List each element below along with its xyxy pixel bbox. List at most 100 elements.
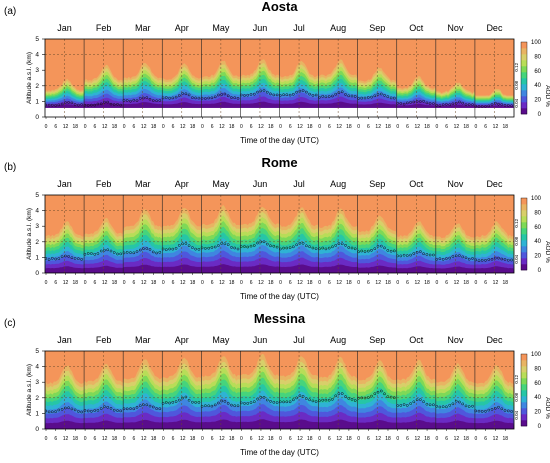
- alh-point: [344, 395, 347, 398]
- alh-point: [503, 409, 507, 412]
- alh-point: [334, 394, 338, 398]
- x-tick-label: 0: [240, 436, 243, 442]
- colorbar-tick-label: 0: [538, 268, 542, 274]
- alh-point: [389, 96, 393, 100]
- alh-point: [171, 96, 175, 100]
- alh-point: [285, 93, 289, 97]
- alh-point: [217, 401, 220, 405]
- alh-point: [386, 249, 390, 252]
- x-tick-label: 6: [289, 280, 292, 286]
- plot-frame: [44, 350, 515, 430]
- alh-point: [370, 95, 373, 99]
- x-tick-label: 6: [328, 280, 331, 286]
- alh-point: [480, 105, 484, 108]
- x-tick-label: 0: [84, 436, 87, 442]
- alh-point: [220, 399, 224, 403]
- x-tick-label: 12: [258, 124, 264, 130]
- alh-point: [256, 241, 259, 245]
- colorbar-cell: [521, 402, 527, 409]
- alh-point: [474, 409, 478, 413]
- alh-point: [256, 90, 259, 94]
- x-tick-label: 18: [502, 436, 508, 442]
- alh-point: [64, 406, 67, 410]
- alh-point: [487, 258, 491, 261]
- alh-point: [249, 244, 253, 248]
- x-tick-label: 6: [172, 436, 175, 442]
- colorbar-tick-label: 80: [534, 366, 541, 372]
- alh-point: [96, 252, 100, 255]
- alh-point: [327, 95, 331, 98]
- alh-point: [96, 408, 100, 412]
- x-tick-label: 6: [133, 436, 136, 442]
- x-tick-label: 0: [45, 436, 48, 442]
- x-tick-label: 0: [279, 280, 282, 286]
- alh-point: [155, 251, 158, 255]
- alh-point: [86, 409, 90, 413]
- colorbar-cell: [521, 390, 527, 397]
- alh-point: [135, 250, 139, 253]
- month-label: Feb: [96, 179, 112, 189]
- alh-point: [96, 102, 100, 106]
- y-tick-label: 5: [35, 36, 39, 43]
- x-tick-label: 12: [102, 436, 108, 442]
- x-tick-label: 0: [435, 124, 438, 130]
- x-axis-label: Time of the day (UTC): [240, 292, 319, 301]
- x-tick-label: 0: [123, 436, 126, 442]
- alh-point: [373, 247, 377, 251]
- x-tick-label: 12: [141, 124, 147, 130]
- alh-point: [435, 103, 438, 107]
- colorbar-cell: [521, 54, 527, 61]
- month-label: Jan: [57, 23, 72, 33]
- x-tick-label: 6: [445, 124, 448, 130]
- colorbar-cell: [521, 378, 527, 385]
- alh-point: [497, 102, 500, 106]
- plot-frame: [44, 38, 515, 118]
- x-tick-label: 18: [229, 124, 235, 130]
- alh-point: [93, 103, 97, 107]
- y-tick-label: 3: [35, 67, 39, 74]
- alh-point: [171, 400, 175, 404]
- alh-point: [269, 244, 272, 248]
- x-tick-label: 12: [63, 124, 69, 130]
- alh-point: [47, 103, 51, 107]
- y-tick-label: 5: [35, 192, 39, 199]
- colorbar-cell: [521, 360, 527, 367]
- alh-point: [67, 406, 70, 410]
- x-tick-label: 6: [367, 280, 370, 286]
- x-tick-label: 0: [435, 280, 438, 286]
- alh-point: [350, 94, 354, 98]
- alh-point: [230, 96, 233, 99]
- colorbar-tick-label: 20: [534, 410, 541, 416]
- alh-point: [402, 403, 406, 406]
- alh-point: [90, 252, 93, 255]
- alh-point: [490, 257, 494, 261]
- alh-point: [500, 407, 504, 411]
- alh-point: [422, 400, 425, 404]
- alh-point: [197, 96, 201, 100]
- colorbar-aod-tick: 0.04: [514, 410, 519, 419]
- alh-point: [233, 246, 237, 250]
- alh-point: [129, 99, 132, 103]
- alh-point: [347, 397, 351, 400]
- alh-point: [376, 390, 380, 394]
- x-tick-label: 12: [375, 436, 381, 442]
- x-tick-label: 18: [307, 436, 313, 442]
- alh-point: [184, 395, 188, 399]
- alh-point: [451, 255, 455, 258]
- colorbar-cell: [521, 96, 527, 103]
- x-tick-label: 12: [336, 436, 342, 442]
- alh-point: [86, 104, 90, 107]
- alh-point: [194, 247, 197, 251]
- colorbar-tick-label: 100: [531, 196, 542, 202]
- alh-point: [135, 405, 139, 409]
- colorbar-cell: [521, 252, 527, 259]
- month-label: Mar: [135, 335, 151, 345]
- alh-point: [145, 247, 149, 250]
- colorbar-cell: [521, 78, 527, 85]
- alh-point: [464, 256, 468, 260]
- x-tick-label: 0: [357, 436, 360, 442]
- alh-point: [334, 244, 338, 247]
- x-tick-label: 0: [201, 436, 204, 442]
- alh-point: [252, 244, 256, 247]
- alh-point: [353, 247, 357, 251]
